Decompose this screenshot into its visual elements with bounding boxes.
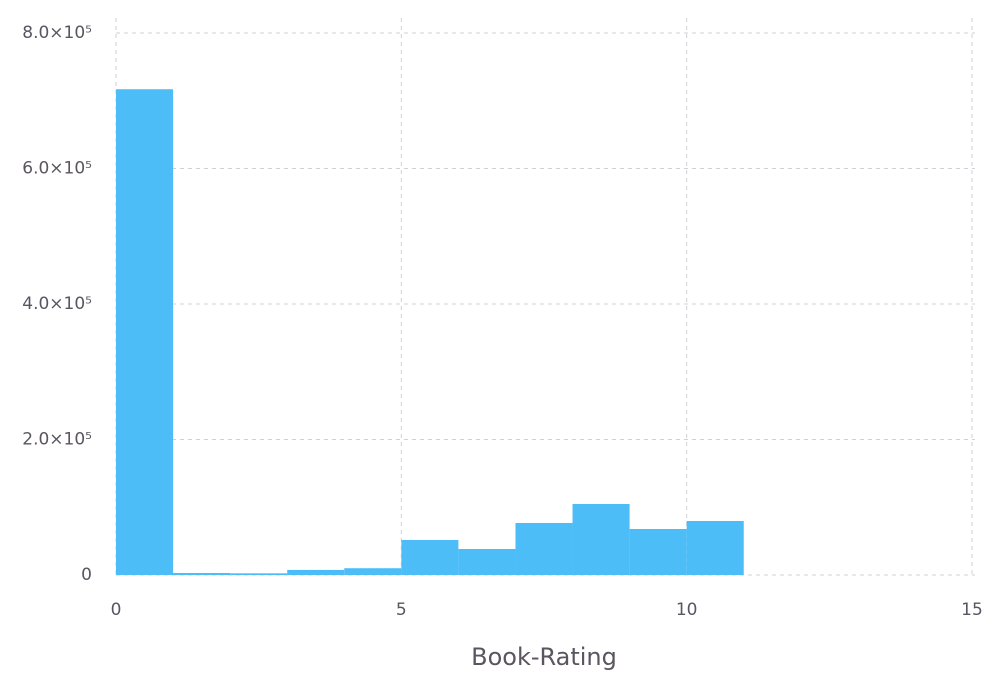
x-tick-label: 0 [111,600,122,620]
bar [629,528,687,575]
y-tick-label: 2.0×10⁵ [22,430,92,450]
bar [344,568,402,575]
y-tick-label: 4.0×10⁵ [22,294,92,314]
x-axis-label: Book-Rating [471,643,617,671]
bar [686,521,744,575]
bar [458,548,516,575]
x-tick-label: 5 [396,600,407,620]
bar [515,522,573,575]
y-tick-label: 8.0×10⁵ [22,23,92,43]
y-tick-label: 6.0×10⁵ [22,159,92,179]
x-tick-label: 10 [676,600,698,620]
x-tick-label: 15 [961,600,983,620]
bar [572,503,630,575]
y-tick-label: 0 [81,565,92,585]
bar [287,569,345,575]
bar [230,573,288,575]
bar [116,89,174,576]
bar [401,539,459,575]
bar [173,572,231,575]
